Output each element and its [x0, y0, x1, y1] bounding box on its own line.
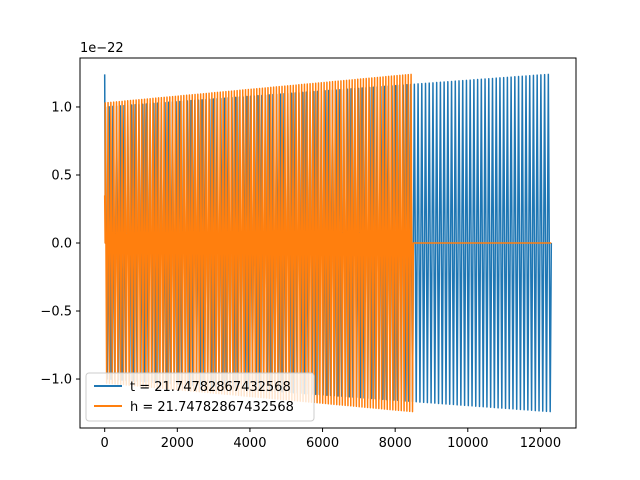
y-tick-label: −0.5 — [40, 305, 72, 320]
y-axis: −1.0 −0.5 0.0 0.5 1.0 — [40, 100, 80, 388]
x-tick-label: 12000 — [520, 436, 561, 451]
y-tick-label: 0.0 — [51, 237, 72, 252]
y-tick-label: −1.0 — [40, 373, 72, 388]
y-tick-label: 1.0 — [51, 100, 72, 115]
x-tick-label: 6000 — [306, 436, 339, 451]
x-tick-label: 4000 — [233, 436, 266, 451]
series-layer — [103, 73, 553, 413]
x-tick-label: 8000 — [379, 436, 412, 451]
x-tick-label: 0 — [101, 436, 109, 451]
legend: t = 21.74782867432568 h = 21.747828674325… — [85, 372, 315, 422]
x-tick-label: 10000 — [447, 436, 488, 451]
legend-label: h = 21.74782867432568 — [130, 400, 294, 415]
legend-label: t = 21.74782867432568 — [130, 380, 291, 395]
y-offset-label: 1e−22 — [80, 41, 124, 56]
series-line — [103, 73, 553, 413]
x-axis: 0 2000 4000 6000 8000 10000 12000 — [101, 428, 561, 451]
series-line — [103, 73, 552, 413]
x-tick-label: 2000 — [161, 436, 194, 451]
y-tick-label: 0.5 — [51, 168, 72, 183]
legend-box — [85, 372, 315, 422]
